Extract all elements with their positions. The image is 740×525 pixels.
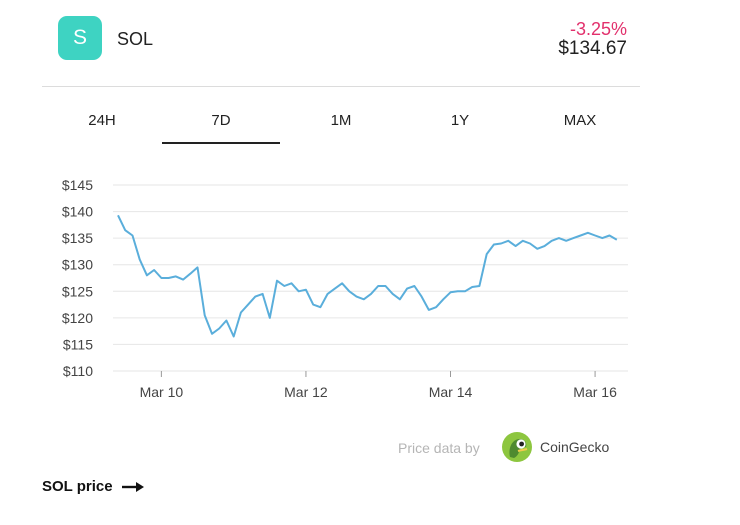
y-axis-ticks: $145 $140 $135 $130 $125 $120 $115 $110 [62,177,93,379]
y-tick-label: $145 [62,177,93,193]
coin-symbol: SOL [117,29,154,49]
price-line [117,214,618,338]
selected-tab-indicator [162,142,280,144]
y-tick-label: $120 [62,310,93,326]
attribution-prefix: Price data by [398,440,480,456]
y-tick-label: $130 [62,257,93,273]
y-tick-label: $125 [62,283,93,299]
x-tick-label: Mar 14 [429,384,473,400]
current-price: $134.67 [558,38,627,59]
tab-1y[interactable]: 1Y [450,112,470,129]
price-change-percent: -3.25% [569,19,627,39]
tab-7d[interactable]: 7D [211,112,231,129]
tab-max[interactable]: MAX [563,112,597,129]
x-tick-label: Mar 12 [284,384,328,400]
price-chart: $145$140$135$130$125$120$115$110 Mar 10 M… [62,177,628,400]
coingecko-brand[interactable]: CoinGecko [540,439,610,455]
tab-1m[interactable]: 1M [330,112,352,129]
y-tick-label: $135 [62,230,93,246]
chart-grid [113,184,628,372]
header-divider [42,86,640,87]
y-tick-label: $110 [63,363,93,379]
coingecko-logo-icon[interactable] [501,431,533,463]
x-tick-label: Mar 16 [573,384,617,400]
sol-price-link[interactable]: SOL price [42,478,145,495]
y-tick-label: $140 [62,204,93,220]
x-axis-ticks: Mar 10 Mar 12 Mar 14 Mar 16 [140,371,617,400]
x-tick-label: Mar 10 [140,384,184,400]
tab-24h[interactable]: 24H [88,112,116,129]
y-tick-label: $115 [63,336,93,352]
coin-logo: S [58,16,102,60]
arrow-right-icon [121,482,144,493]
sol-price-link-label: SOL price [42,478,113,495]
